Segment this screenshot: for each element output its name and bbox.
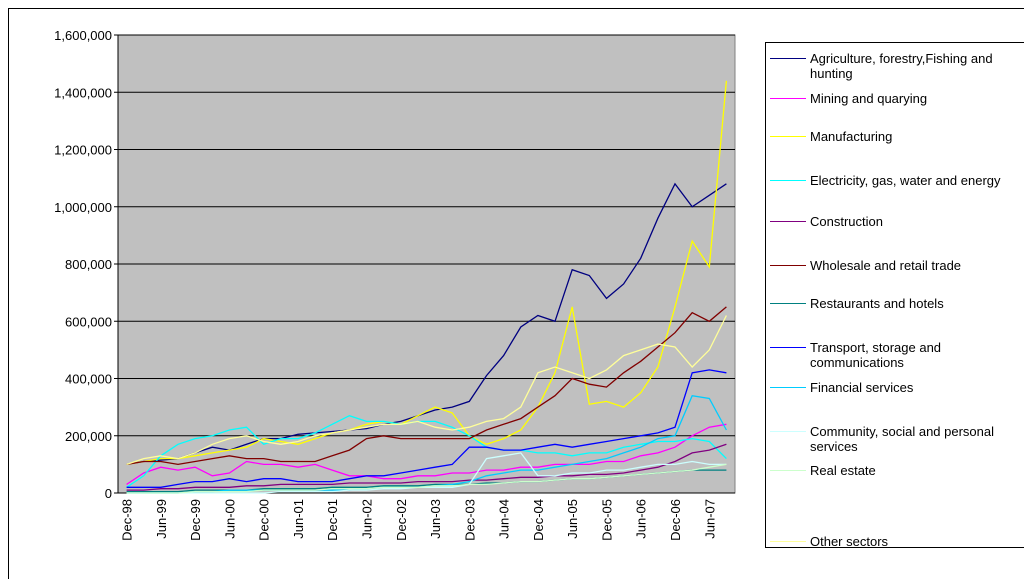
x-tick-label: Jun-06: [634, 499, 649, 539]
legend-label: Construction: [810, 214, 1020, 229]
x-tick-label: Dec-03: [462, 499, 477, 541]
y-tick-label: 200,000: [65, 429, 112, 444]
x-tick-label: Dec-04: [531, 499, 546, 541]
legend-swatch: [770, 221, 806, 222]
x-tick-label: Dec-06: [668, 499, 683, 541]
x-tick-label: Dec-02: [394, 499, 409, 541]
y-tick-label: 0: [105, 486, 112, 501]
x-tick-label: Dec-01: [325, 499, 340, 541]
x-tick-label: Jun-00: [222, 499, 237, 539]
legend-label: Real estate: [810, 463, 1020, 478]
legend-item: Mining and quarying: [770, 91, 1020, 106]
legend-swatch: [770, 470, 806, 471]
y-tick-label: 1,200,000: [54, 143, 112, 158]
legend-item: Financial services: [770, 380, 1020, 395]
legend-item: Transport, storage and communications: [770, 340, 1020, 370]
legend-item: Restaurants and hotels: [770, 296, 1020, 311]
legend-swatch: [770, 431, 806, 432]
x-tick-label: Jun-99: [154, 499, 169, 539]
x-tick-label: Dec-05: [599, 499, 614, 541]
x-tick-label: Dec-98: [120, 499, 135, 541]
legend-item: Agriculture, forestry,Fishing and huntin…: [770, 51, 1020, 81]
y-tick-label: 1,000,000: [54, 200, 112, 215]
legend-label: Manufacturing: [810, 129, 1020, 144]
legend-swatch: [770, 58, 806, 59]
x-tick-label: Jun-04: [497, 499, 512, 539]
legend-swatch: [770, 303, 806, 304]
legend-label: Wholesale and retail trade: [810, 258, 1020, 273]
legend-swatch: [770, 387, 806, 388]
x-tick-label: Dec-99: [188, 499, 203, 541]
legend-swatch: [770, 180, 806, 181]
legend-item: Wholesale and retail trade: [770, 258, 1020, 273]
y-tick-label: 1,400,000: [54, 85, 112, 100]
legend-label: Community, social and personal services: [810, 424, 1020, 454]
legend-item: Community, social and personal services: [770, 424, 1020, 454]
legend-swatch: [770, 265, 806, 266]
x-tick-label: Jun-01: [291, 499, 306, 539]
legend-swatch: [770, 541, 806, 542]
legend-label: Other sectors: [810, 534, 1020, 549]
legend-swatch: [770, 136, 806, 137]
legend-item: Other sectors: [770, 534, 1020, 549]
legend-label: Mining and quarying: [810, 91, 1020, 106]
y-tick-label: 1,600,000: [54, 28, 112, 43]
y-tick-label: 800,000: [65, 257, 112, 272]
legend-swatch: [770, 347, 806, 348]
x-tick-label: Jun-07: [702, 499, 717, 539]
legend-label: Financial services: [810, 380, 1020, 395]
legend-item: Construction: [770, 214, 1020, 229]
legend-label: Transport, storage and communications: [810, 340, 1020, 370]
legend-swatch: [770, 98, 806, 99]
legend-label: Restaurants and hotels: [810, 296, 1020, 311]
x-tick-label: Jun-05: [565, 499, 580, 539]
legend-item: Real estate: [770, 463, 1020, 478]
y-tick-label: 400,000: [65, 372, 112, 387]
y-tick-label: 600,000: [65, 314, 112, 329]
legend-label: Electricity, gas, water and energy: [810, 173, 1020, 188]
x-tick-label: Dec-00: [257, 499, 272, 541]
legend-item: Electricity, gas, water and energy: [770, 173, 1020, 188]
legend-label: Agriculture, forestry,Fishing and huntin…: [810, 51, 1020, 81]
x-tick-label: Jun-03: [428, 499, 443, 539]
x-tick-label: Jun-02: [360, 499, 375, 539]
legend-item: Manufacturing: [770, 129, 1020, 144]
